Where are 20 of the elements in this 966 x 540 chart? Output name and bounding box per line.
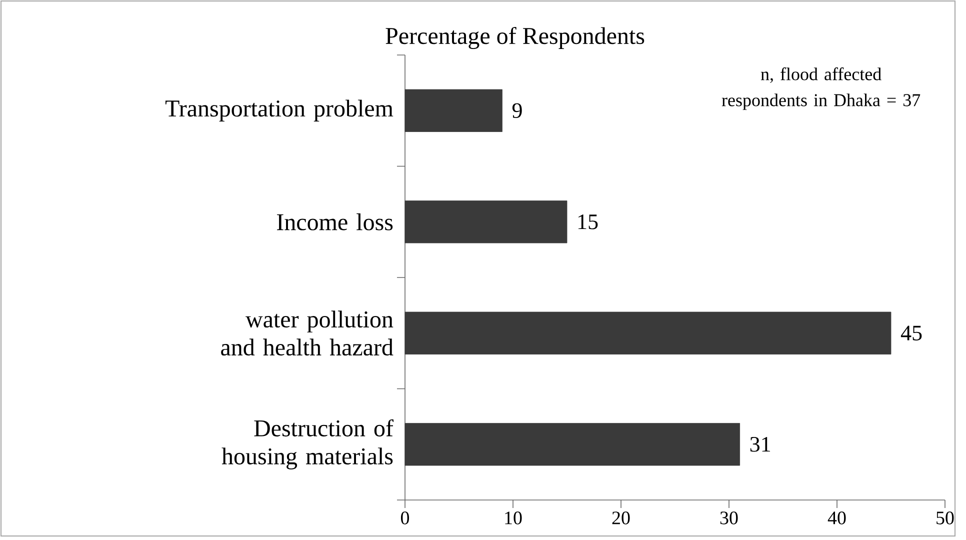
bar [404, 423, 740, 466]
y-tick-label: Transportation problem [165, 100, 394, 122]
data-label: 45 [900, 326, 922, 340]
y-tick-label: water pollution and health hazard [221, 310, 394, 356]
x-tick-label: 40 [828, 512, 846, 524]
data-label: 15 [578, 214, 598, 230]
data-label: 31 [750, 436, 770, 452]
y-tick-label: Income loss [277, 213, 393, 230]
y-tick-label: Destruction of housing materials [222, 419, 394, 470]
chart-title: Percentage of Respondents [386, 26, 644, 50]
data-label: 9 [512, 103, 522, 118]
x-tick-label: 50 [936, 512, 954, 524]
x-tick-label: 30 [720, 512, 738, 524]
bar [404, 312, 892, 354]
x-tick-label: 10 [505, 512, 522, 524]
x-tick-label: 20 [612, 512, 630, 524]
x-tick-label: 0 [400, 512, 410, 524]
annotation: n, flood affected respondents in Dhaka = 37 [722, 67, 920, 110]
bar [404, 200, 568, 244]
bar [404, 89, 502, 132]
